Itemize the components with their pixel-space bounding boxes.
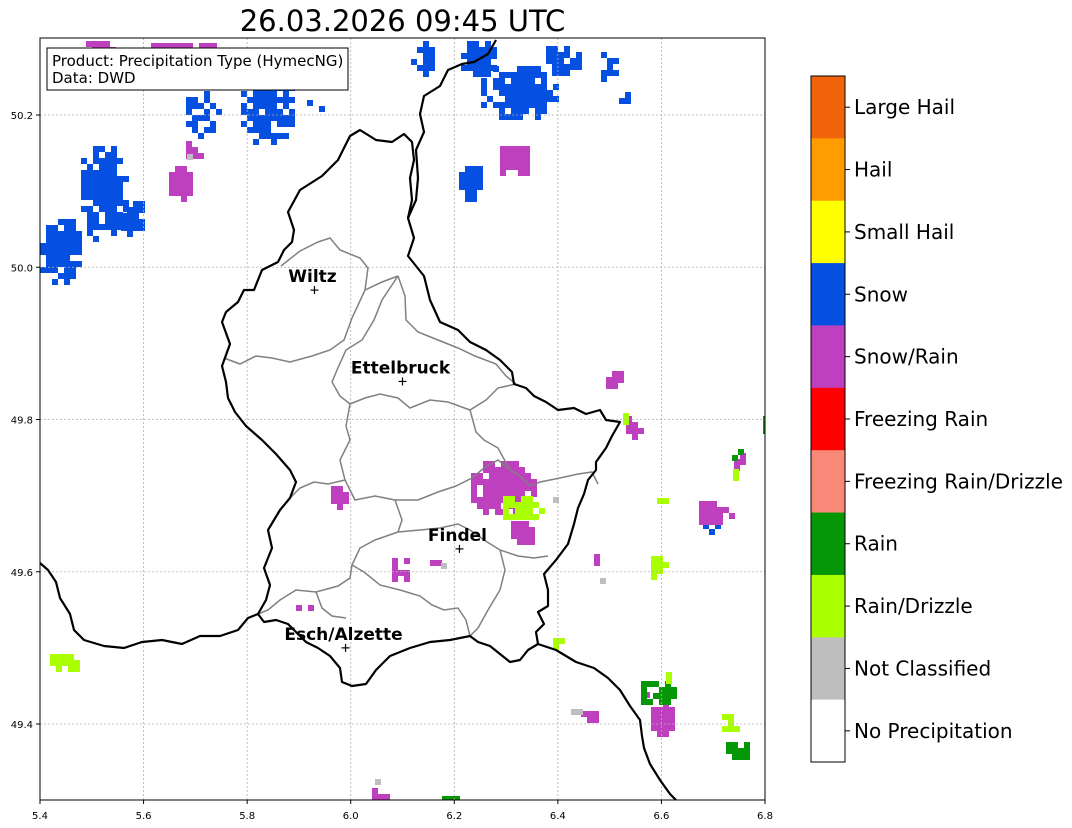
lon-tick-label: 6.6 <box>653 811 669 822</box>
city-label: Findel <box>428 526 487 546</box>
lon-tick-label: 5.4 <box>32 811 48 822</box>
city-label: Esch/Alzette <box>284 625 402 645</box>
colorbar-swatch <box>811 637 845 701</box>
precipitation-layer <box>40 41 765 800</box>
lat-tick-label: 49.6 <box>11 568 33 579</box>
colorbar-swatch <box>811 200 845 264</box>
not-classified-areas <box>187 154 606 785</box>
colorbar-label: Large Hail <box>854 95 955 119</box>
colorbar-swatch <box>811 450 845 514</box>
city-wiltz: Wiltz <box>288 267 337 295</box>
colorbar-swatch <box>811 574 845 638</box>
lon-tick-label: 6.8 <box>757 811 773 822</box>
country-borders <box>40 39 677 800</box>
map-title: 26.03.2026 09:45 UTC <box>239 4 566 38</box>
rain-drizzle-areas <box>50 413 740 732</box>
snow-areas <box>40 41 721 535</box>
city-label: Wiltz <box>288 267 337 287</box>
city-findel: Findel <box>428 526 487 553</box>
lat-tick-label: 49.4 <box>11 720 33 731</box>
city-ettelbruck: Ettelbruck <box>351 358 451 386</box>
colorbar-swatch <box>811 512 845 576</box>
colorbar-swatches <box>811 76 845 763</box>
lat-tick-label: 50.0 <box>11 263 33 274</box>
info-box: Product: Precipitation Type (HymecNG) Da… <box>46 47 349 91</box>
colorbar-label: Small Hail <box>854 220 954 244</box>
city-label: Ettelbruck <box>351 358 451 378</box>
colorbar-label: Freezing Rain/Drizzle <box>854 469 1063 493</box>
city-esch-alzette: Esch/Alzette <box>284 625 403 652</box>
canton-boundaries <box>223 237 599 637</box>
colorbar-label: No Precipitation <box>854 719 1013 743</box>
colorbar-swatch <box>811 263 845 326</box>
colorbar-swatch <box>811 699 845 763</box>
colorbar-label: Hail <box>854 158 892 182</box>
info-data-source: Data: DWD <box>52 69 136 87</box>
colorbar-label: Not Classified <box>854 656 991 680</box>
colorbar-label: Snow <box>854 282 908 306</box>
lon-tick-label: 6.4 <box>550 811 566 822</box>
colorbar-label: Snow/Rain <box>854 345 959 369</box>
lon-tick-label: 6.2 <box>446 811 462 822</box>
lon-tick-label: 5.8 <box>239 811 255 822</box>
lon-tick-label: 5.6 <box>136 811 152 822</box>
info-product: Product: Precipitation Type (HymecNG) <box>52 52 343 70</box>
lat-tick-label: 49.8 <box>11 416 33 427</box>
lon-tick-label: 6.0 <box>343 811 359 822</box>
city-markers: Wiltz Ettelbruck Findel Esch/Alzette <box>284 267 487 652</box>
colorbar-label: Rain <box>854 532 898 556</box>
colorbar-swatch <box>811 325 845 389</box>
colorbar-labels: Large Hail Hail Small Hail Snow Snow/Rain Fre… <box>845 95 1063 743</box>
colorbar-label: Rain/Drizzle <box>854 594 973 618</box>
gridlines <box>40 38 765 800</box>
colorbar-swatch <box>811 387 845 451</box>
lat-tick-label: 50.2 <box>11 111 33 122</box>
colorbar-swatch <box>811 138 845 202</box>
axis-ticks: 5.4 5.6 5.8 6.0 6.2 6.4 6.6 6.8 49.4 49.6 49.8 50.0… <box>11 111 773 822</box>
colorbar-swatch <box>811 76 845 139</box>
colorbar-label: Freezing Rain <box>854 407 988 431</box>
